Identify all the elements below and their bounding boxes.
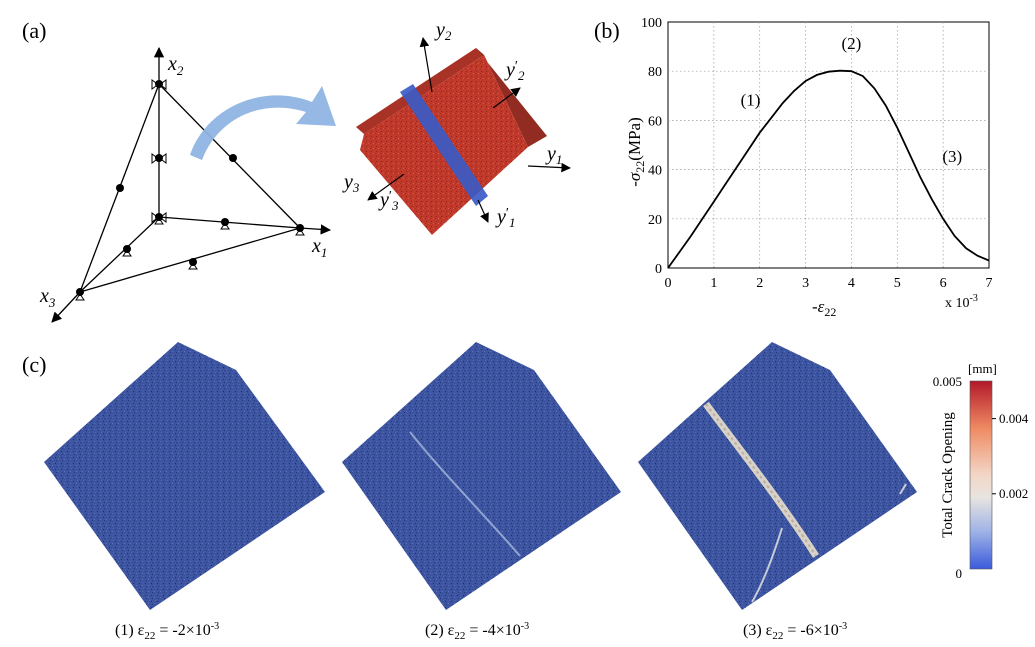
colorbar-unit: [mm] xyxy=(968,361,997,376)
stress-strain-chart: 0 1 2 3 4 5 6 7 0 20 40 60 80 100 (1) (2) (3) xyxy=(641,16,993,291)
curve-annotation: (2) xyxy=(842,34,862,53)
panel-label-a: (a) xyxy=(22,18,46,43)
colorbar-title: Total Crack Opening xyxy=(940,412,956,538)
specimen-1 xyxy=(44,342,325,610)
chart-x-multiplier: x 10-3 xyxy=(945,293,978,311)
panel-a-tetrahedron xyxy=(51,46,332,323)
axis-label-x1: x1 xyxy=(311,235,327,260)
panel-label-b: (b) xyxy=(594,18,620,43)
chart-frame xyxy=(667,21,990,269)
rotation-arrow-icon xyxy=(190,86,336,160)
x-tick-label: 5 xyxy=(894,276,901,291)
colorbar-gradient xyxy=(969,380,993,570)
x-tick-label: 2 xyxy=(756,276,763,291)
colorbar-tick-max: 0.005 xyxy=(933,374,962,389)
specimen-3 xyxy=(638,342,917,610)
x-tick-label: 6 xyxy=(940,276,947,291)
curve-annotation: (3) xyxy=(942,147,962,166)
axis-label-x3: x3 xyxy=(39,285,56,310)
specimen-2 xyxy=(342,342,621,610)
y-tick-label: 20 xyxy=(648,213,662,228)
cube-axis-y3-prime: y′3 xyxy=(378,189,399,213)
colorbar xyxy=(969,380,996,570)
curve-annotation: (1) xyxy=(741,91,761,110)
x-tick-label: 7 xyxy=(986,276,993,291)
y-tick-label: 100 xyxy=(641,16,662,31)
panel-label-c: (c) xyxy=(22,352,46,377)
cube-axis-y1-prime: y′1 xyxy=(495,206,515,230)
caption-2: (2) ε22 = -4×10-3 xyxy=(425,621,529,642)
x-tick-label: 1 xyxy=(710,276,717,291)
cube-axis-y2: y2 xyxy=(434,19,452,43)
chart-xlabel: -ε22 xyxy=(812,297,836,319)
chart-ylabel: -σ22(MPa) xyxy=(625,117,647,187)
cube-axis-y1: y1 xyxy=(545,143,562,167)
y-tick-label: 80 xyxy=(648,65,662,80)
colorbar-tick-004: 0.004 xyxy=(999,411,1029,426)
specimen-cube xyxy=(356,37,571,235)
y-tick-label: 40 xyxy=(648,164,662,179)
x-tick-label: 4 xyxy=(848,276,855,291)
x-tick-label: 3 xyxy=(802,276,809,291)
stress-curve xyxy=(667,69,990,269)
cube-axis-y2-prime: y′2 xyxy=(504,59,525,83)
caption-1: (1) ε22 = -2×10-3 xyxy=(115,621,219,642)
x-tick-label: 0 xyxy=(665,276,672,291)
cube-axis-y3: y3 xyxy=(342,171,360,195)
y-tick-label: 60 xyxy=(648,114,662,129)
caption-3: (3) ε22 = -6×10-3 xyxy=(743,621,847,642)
y-tick-label: 0 xyxy=(655,262,662,277)
colorbar-tick-002: 0.002 xyxy=(999,486,1028,501)
axis-label-x2: x2 xyxy=(167,53,184,78)
colorbar-tick-zero: 0 xyxy=(956,566,963,581)
